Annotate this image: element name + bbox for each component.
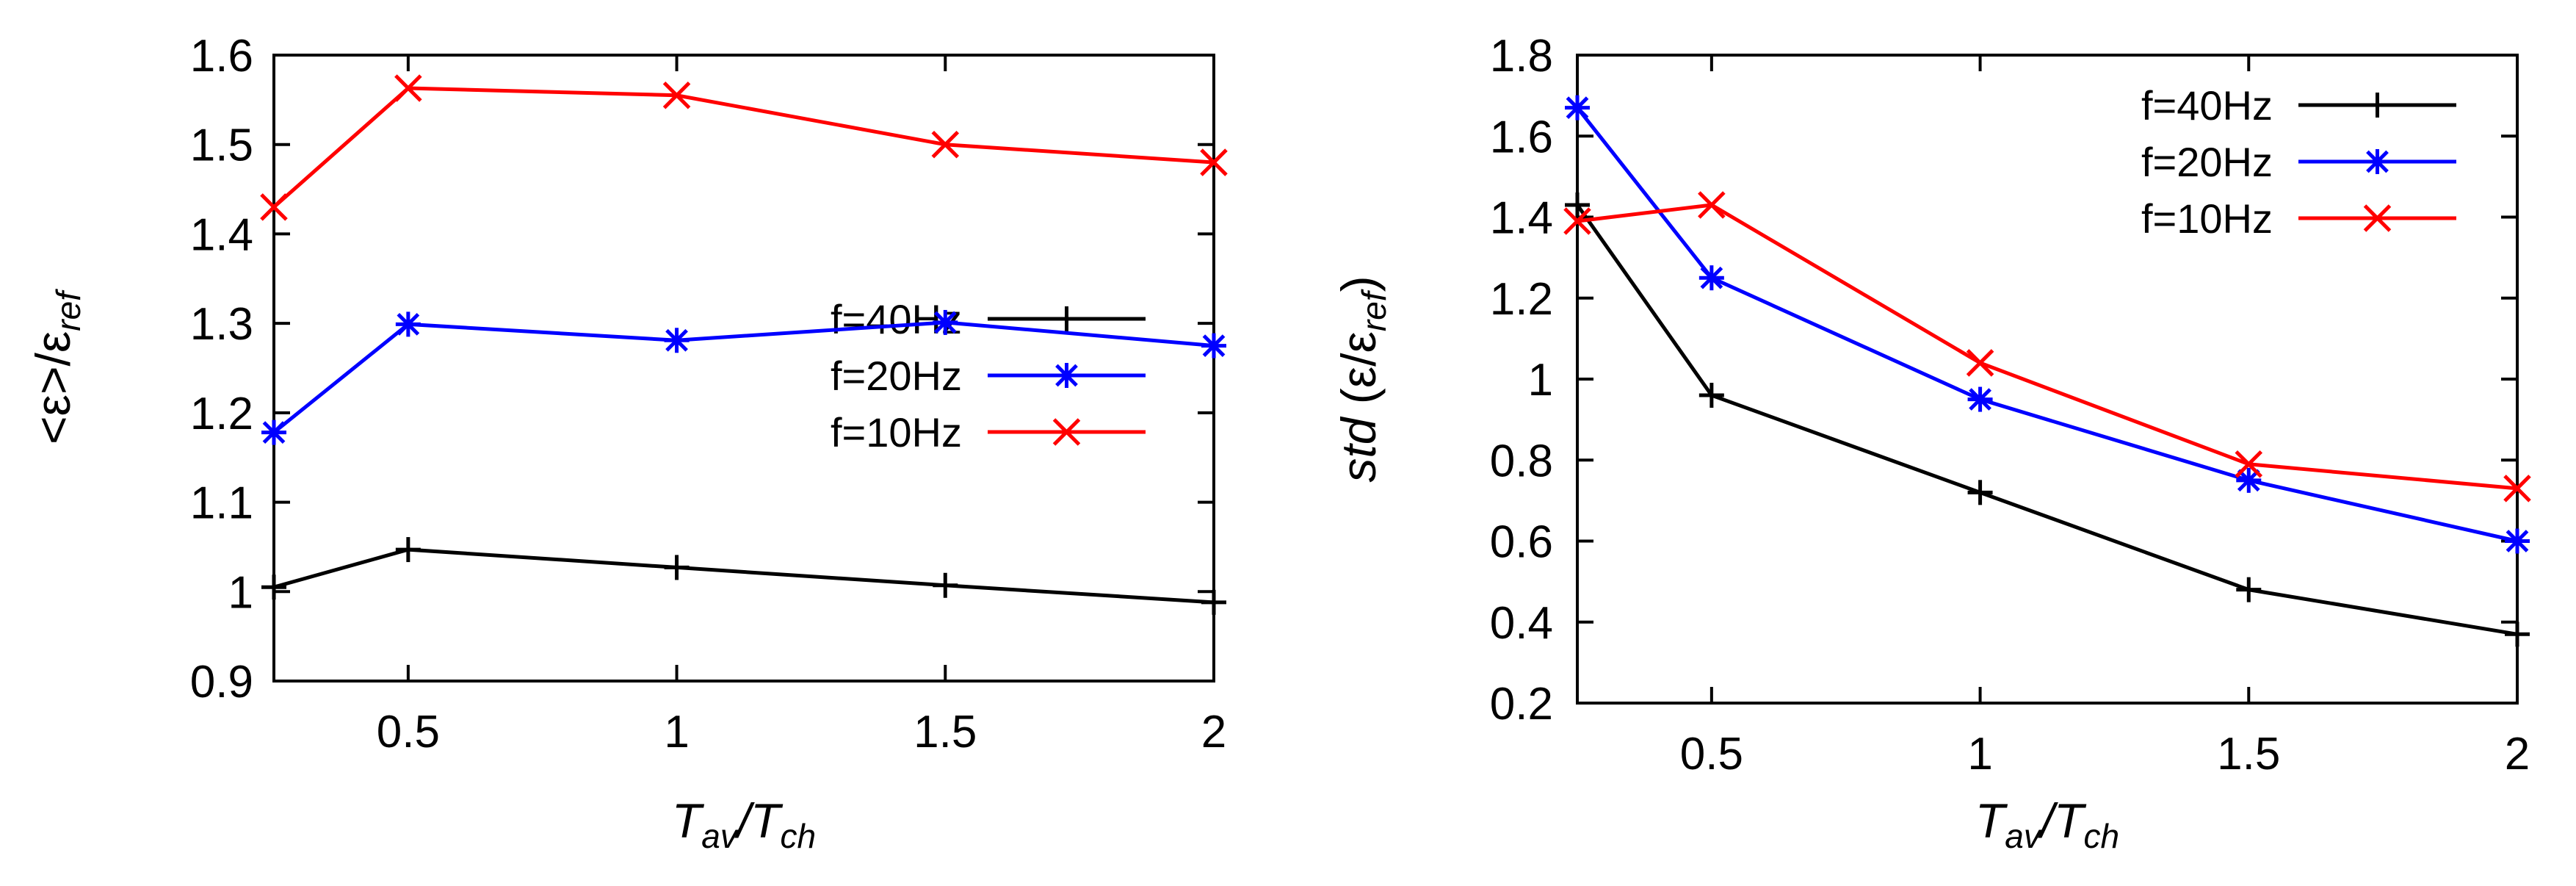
legend-marker <box>2365 149 2390 174</box>
data-point <box>1698 265 1724 291</box>
data-point <box>1698 191 1726 219</box>
data-point <box>664 555 690 580</box>
data-point <box>2505 528 2530 554</box>
data-point <box>1200 148 1228 176</box>
x-tick-label: 0.5 <box>377 707 440 757</box>
x-axis-label: Tav​/Tch​ <box>672 793 816 855</box>
y-tick-label: 1.1 <box>190 478 253 529</box>
y-tick-label: 0.8 <box>1490 436 1553 486</box>
data-point <box>394 74 422 102</box>
legend-marker <box>1054 306 1079 331</box>
data-point <box>1201 589 1226 615</box>
legend-marker <box>2365 93 2390 118</box>
y-tick-label: 1 <box>1528 355 1553 406</box>
x-tick-label: 2 <box>1201 707 1226 757</box>
data-point <box>1967 480 1993 505</box>
x-axis-label: Tav​/Tch​ <box>1975 793 2119 855</box>
data-point <box>2236 577 2262 602</box>
series-f-20hz <box>261 309 1226 445</box>
x-tick-label: 0.5 <box>1680 729 1743 779</box>
y-tick-label: 1.2 <box>1490 274 1553 325</box>
data-point <box>1565 192 1590 217</box>
y-tick-label: 1.2 <box>190 389 253 439</box>
legend-marker <box>1054 363 1079 388</box>
y-tick-label: 0.2 <box>1490 679 1553 730</box>
series-f-20hz <box>1565 95 2530 554</box>
series-line <box>272 320 1215 434</box>
chart-panel-1: 0.9 1 1.1 1.2 1.3 1.4 1.5 1.6 0.5 1 1.5 2 Tav​/Tch​ <… <box>26 31 1228 855</box>
data-point <box>933 572 958 598</box>
y-tick-label: 0.9 <box>190 657 253 707</box>
data-point <box>2235 450 2263 478</box>
data-point <box>1966 349 1994 377</box>
data-point <box>931 130 960 159</box>
y-tick-label: 1.6 <box>1490 112 1553 162</box>
data-point <box>261 575 286 600</box>
data-point <box>664 328 690 353</box>
data-point <box>1698 383 1724 408</box>
y-tick-label: 1.6 <box>190 31 253 82</box>
x-tick-label: 1 <box>664 707 689 757</box>
plot-frame <box>272 54 1215 682</box>
x-tick-label: 1.5 <box>913 707 977 757</box>
legend-marker <box>2363 204 2392 232</box>
data-point <box>1565 95 1590 120</box>
series-f-40hz <box>261 537 1226 615</box>
chart-panel-2: 0.2 0.4 0.6 0.8 1 1.2 1.4 1.6 1.8 0.5 1 1.5 2 Tav​/Tc… <box>1331 31 2531 855</box>
data-point <box>395 537 421 563</box>
data-point <box>395 311 421 337</box>
series-line <box>273 547 1215 605</box>
y-axis-label: <ε>/εref​ <box>26 289 87 444</box>
y-tick-label: 1.4 <box>1490 193 1553 244</box>
legend-label: f=20Hz <box>831 353 962 399</box>
y-tick-label: 1.4 <box>190 209 253 260</box>
y-tick-label: 1.8 <box>1490 31 1553 82</box>
y-tick-label: 0.4 <box>1490 598 1553 649</box>
x-tick-label: 2 <box>2505 729 2530 779</box>
series-line <box>272 86 1215 209</box>
series-line <box>1577 203 2518 491</box>
data-point <box>2505 622 2530 647</box>
y-tick-label: 1.5 <box>190 120 253 171</box>
data-point <box>933 309 958 335</box>
x-tick-label: 1 <box>1967 729 1992 779</box>
y-tick-label: 1 <box>228 567 253 618</box>
series-f-10hz <box>260 74 1228 221</box>
data-point <box>2503 475 2531 503</box>
legend-label: f=10Hz <box>831 409 962 455</box>
legend-label: f=20Hz <box>2141 139 2273 185</box>
data-point <box>1201 333 1226 359</box>
data-point <box>2236 467 2262 493</box>
data-point <box>1967 386 1993 412</box>
legend-label: f=10Hz <box>2141 195 2273 242</box>
series-f-10hz <box>1563 191 2531 503</box>
data-point <box>1563 207 1591 235</box>
x-tick-label: 1.5 <box>2217 729 2280 779</box>
data-point <box>662 82 691 109</box>
legend-label: f=40Hz <box>2141 82 2273 129</box>
data-point <box>260 193 288 221</box>
data-point <box>261 419 286 445</box>
legend-marker <box>1052 418 1081 446</box>
y-tick-label: 1.3 <box>190 299 253 350</box>
series-f-40hz <box>1565 192 2530 647</box>
y-axis-label: std (ε/εref) <box>1331 275 1393 482</box>
y-tick-label: 0.6 <box>1490 517 1553 568</box>
